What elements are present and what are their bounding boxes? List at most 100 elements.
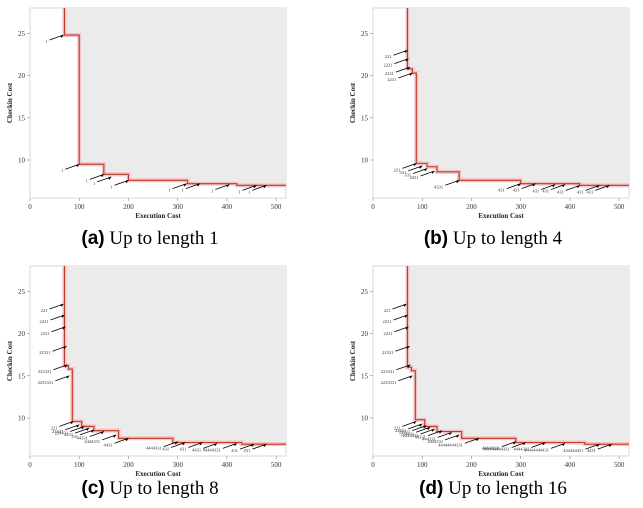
point-label: 4431 xyxy=(103,442,112,447)
point-label: 221 xyxy=(384,308,391,313)
point-arrowhead xyxy=(90,429,94,433)
point-label: 221 xyxy=(41,308,48,313)
point-arrowhead xyxy=(198,442,203,446)
caption-tag: (a) xyxy=(81,228,105,249)
pareto-chart-b: 0 100 200 300 400 500 10 15 20 25 Execution Cost Ch… xyxy=(349,7,630,220)
pareto-chart-c: 0 100 200 300 400 500 10 15 20 25 Execution Cost Ch… xyxy=(6,265,287,478)
point-label: 2244431 xyxy=(403,433,419,438)
point-arrowhead xyxy=(403,50,408,54)
y-tick-label: 20 xyxy=(361,72,369,80)
point-label: 2231 xyxy=(64,432,73,437)
x-axis-title: Execution Cost xyxy=(135,470,181,478)
point-label: 22331 xyxy=(382,350,393,355)
point-arrowhead xyxy=(431,428,435,432)
point-label: 431 xyxy=(162,446,169,451)
x-tick-label: 400 xyxy=(565,461,576,469)
point-label: 1 xyxy=(168,188,170,193)
point-label: 44444331 xyxy=(203,447,221,452)
x-tick-label: 300 xyxy=(172,203,183,211)
point-label: 2231 xyxy=(387,77,396,82)
point-arrowhead xyxy=(100,431,104,435)
y-tick-label: 15 xyxy=(361,372,369,380)
point-label: 1 xyxy=(110,184,112,189)
y-tick-label: 15 xyxy=(18,372,26,380)
point-arrowhead xyxy=(174,441,178,445)
point-label: 4444331 xyxy=(427,439,443,444)
point-label: 431 xyxy=(532,188,539,193)
point-label: 1 xyxy=(61,168,63,173)
point-arrowhead xyxy=(412,163,417,167)
caption-a: (a) Up to length 1 xyxy=(0,228,300,250)
y-tick-label: 25 xyxy=(18,30,26,38)
point-label: 431 xyxy=(498,188,505,193)
dominated-region xyxy=(64,266,286,445)
x-tick-label: 100 xyxy=(417,461,428,469)
x-tick-label: 0 xyxy=(371,203,375,211)
point-label: 431 xyxy=(244,448,251,453)
point-label: 44444444331 xyxy=(438,442,463,447)
x-tick-label: 100 xyxy=(74,203,85,211)
dominated-region xyxy=(64,8,286,186)
point-label: 431 xyxy=(513,188,520,193)
caption-tag: (d) xyxy=(419,478,444,499)
caption-text: Up to length 16 xyxy=(443,478,567,499)
point-label: 2233331 xyxy=(381,380,397,385)
point-arrowhead xyxy=(408,375,413,379)
pareto-chart-a: 0 100 200 300 400 500 10 15 20 25 Execution Cost Ch… xyxy=(6,7,287,220)
point-label: 221 xyxy=(394,167,401,172)
point-label: 1 xyxy=(238,189,240,194)
point-label: 2231 xyxy=(383,331,392,336)
point-label: 1 xyxy=(182,188,184,193)
point-arrowhead xyxy=(541,442,546,446)
point-label: 1 xyxy=(45,39,47,44)
point-arrowhead xyxy=(225,184,230,188)
panel-d: 0 100 200 300 400 500 10 15 20 25 Execution Cost Ch… xyxy=(343,258,643,508)
point-arrowhead xyxy=(112,434,117,438)
y-axis-title: Checkin Cost xyxy=(349,82,357,123)
point-label: 224431 xyxy=(401,431,415,436)
point-arrowhead xyxy=(80,426,85,430)
point-label: 4431 xyxy=(410,175,419,180)
point-arrowhead xyxy=(252,185,257,189)
point-label: 224431 xyxy=(55,430,69,435)
point-arrowhead xyxy=(512,441,516,445)
point-label: 22431 xyxy=(52,429,63,434)
point-arrowhead xyxy=(561,443,565,447)
y-axis-title: Checkin Cost xyxy=(6,82,14,123)
pareto-frontier-line xyxy=(406,8,629,186)
point-arrowhead xyxy=(100,174,104,178)
y-tick-label: 10 xyxy=(361,415,369,423)
point-label: 4444331 xyxy=(514,446,530,451)
x-tick-label: 400 xyxy=(565,203,576,211)
pareto-chart-d: 0 100 200 300 400 500 10 15 20 25 Execution Cost Ch… xyxy=(349,265,630,478)
point-arrowhead xyxy=(75,424,80,428)
point-label: 22431 xyxy=(399,430,410,435)
point-label: 44444331 xyxy=(482,446,500,451)
x-tick-label: 200 xyxy=(123,203,134,211)
y-tick-label: 15 xyxy=(361,114,369,122)
point-label: 1 xyxy=(248,189,250,194)
point-label: 22431 xyxy=(395,428,406,433)
y-tick-label: 15 xyxy=(18,114,26,122)
point-arrowhead xyxy=(183,183,187,187)
point-label: 431 xyxy=(542,188,549,193)
point-arrowhead xyxy=(85,428,90,431)
y-tick-label: 20 xyxy=(361,330,369,338)
point-arrowhead xyxy=(403,314,408,318)
x-tick-label: 500 xyxy=(271,461,282,469)
point-arrowhead xyxy=(412,421,417,425)
point-arrowhead xyxy=(551,184,556,188)
x-tick-label: 400 xyxy=(222,461,233,469)
panel-a: 0 100 200 300 400 500 10 15 20 25 Execution Cost Ch… xyxy=(0,0,300,250)
point-arrowhead xyxy=(405,346,410,350)
point-arrowhead xyxy=(60,314,65,318)
caption-tag: (c) xyxy=(81,478,105,499)
point-label: 221 xyxy=(394,425,401,430)
x-tick-label: 300 xyxy=(515,461,526,469)
y-tick-label: 20 xyxy=(18,72,26,80)
point-arrowhead xyxy=(595,185,600,189)
point-label: 2233331 xyxy=(38,380,54,385)
y-tick-label: 25 xyxy=(361,288,369,296)
point-arrowhead xyxy=(69,421,74,425)
point-arrowhead xyxy=(418,165,423,169)
